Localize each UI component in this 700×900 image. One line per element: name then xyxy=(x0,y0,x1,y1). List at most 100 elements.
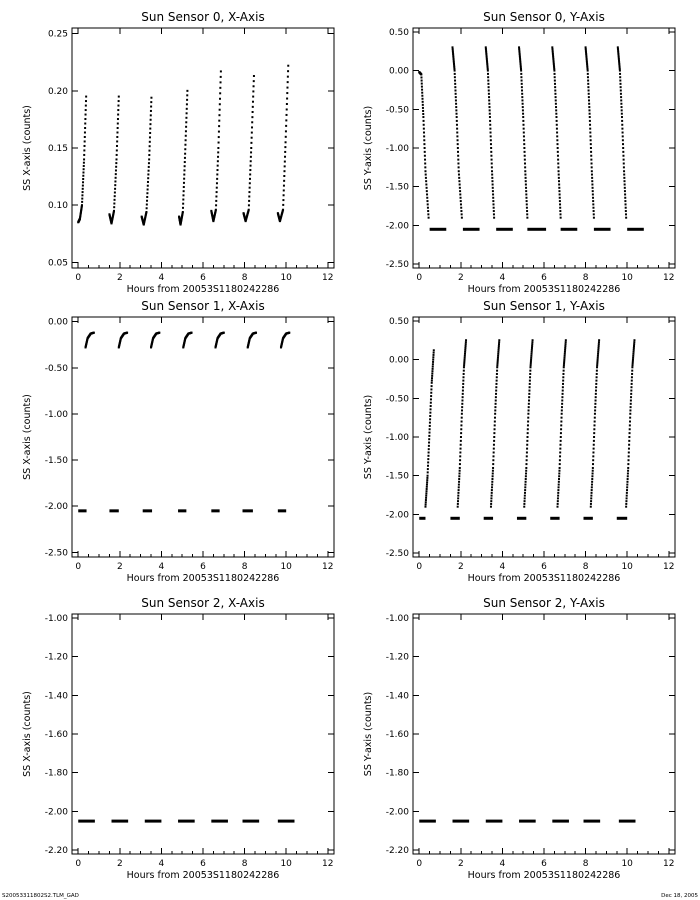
data-point xyxy=(633,343,636,346)
x-axis-title: Hours from 20053S1180242286 xyxy=(468,573,621,584)
data-point xyxy=(184,148,187,151)
y-tick-label: -1.00 xyxy=(45,410,69,420)
data-point xyxy=(426,203,429,206)
data-point xyxy=(422,109,425,112)
data-point xyxy=(216,164,219,167)
data-point xyxy=(590,486,593,489)
data-point xyxy=(555,116,558,119)
data-point xyxy=(519,64,522,67)
x-axis-title: Hours from 20053S1180242286 xyxy=(127,284,280,295)
data-point xyxy=(618,69,621,72)
data-point xyxy=(249,164,252,167)
data-point xyxy=(631,369,634,372)
floor-segment xyxy=(277,509,287,513)
data-point xyxy=(587,89,590,92)
data-point xyxy=(459,447,462,450)
data-point xyxy=(556,500,559,503)
data-point xyxy=(82,168,85,171)
data-point xyxy=(183,165,186,168)
data-point xyxy=(149,118,152,121)
data-point xyxy=(552,61,555,64)
data-point xyxy=(522,135,525,138)
data-point xyxy=(461,392,464,395)
data-point xyxy=(183,161,186,164)
data-point xyxy=(624,206,627,209)
data-point xyxy=(527,409,530,412)
data-point xyxy=(561,392,564,395)
chart-panel-2: Sun Sensor 1, X-Axis 0 2 4 6 8 10 12 -2.50 -2.00 -… xyxy=(22,299,335,584)
data-point xyxy=(422,119,425,122)
data-point xyxy=(589,139,592,142)
floor-segment xyxy=(519,819,536,823)
data-point xyxy=(524,183,527,186)
data-point xyxy=(490,489,493,492)
data-point xyxy=(632,350,635,353)
data-point xyxy=(463,362,466,365)
data-point xyxy=(286,92,289,95)
data-point xyxy=(528,386,531,389)
data-point xyxy=(523,497,526,500)
data-point xyxy=(249,160,252,163)
data-point xyxy=(458,180,461,183)
data-point xyxy=(632,354,635,357)
data-point xyxy=(555,119,558,122)
data-point xyxy=(82,161,85,164)
data-point xyxy=(524,176,527,179)
data-point xyxy=(591,472,594,475)
data-point xyxy=(553,67,556,70)
data-point xyxy=(461,409,464,412)
data-point xyxy=(497,350,500,353)
data-point xyxy=(597,352,600,355)
data-point xyxy=(147,165,150,168)
data-point xyxy=(519,62,522,65)
data-point xyxy=(215,199,218,202)
data-point xyxy=(531,341,534,344)
data-point xyxy=(485,57,488,60)
data-point xyxy=(493,439,496,442)
data-point xyxy=(622,147,625,149)
data-point xyxy=(625,216,628,219)
data-point xyxy=(216,177,219,180)
data-point xyxy=(426,476,429,479)
data-point xyxy=(491,469,494,472)
data-point xyxy=(551,49,554,52)
data-point xyxy=(248,199,251,202)
data-point xyxy=(126,331,129,334)
x-tick-label: 12 xyxy=(322,562,333,572)
floor-segment xyxy=(111,819,129,823)
data-point xyxy=(486,66,489,69)
data-point xyxy=(628,443,631,446)
data-point xyxy=(432,356,435,359)
x-tick-label: 10 xyxy=(280,859,292,869)
data-point xyxy=(623,180,626,183)
data-point xyxy=(630,376,633,379)
data-point xyxy=(217,136,220,139)
data-point xyxy=(589,505,592,508)
data-point xyxy=(562,364,565,367)
data-point xyxy=(624,213,627,216)
chart-title: Sun Sensor 2, Y-Axis xyxy=(483,596,605,610)
data-point xyxy=(523,158,526,161)
data-point xyxy=(523,502,526,505)
data-point xyxy=(251,116,254,119)
data-point xyxy=(182,186,185,189)
data-point xyxy=(459,196,462,199)
data-point xyxy=(596,358,599,361)
data-point xyxy=(594,406,597,409)
data-point xyxy=(454,86,457,89)
data-point xyxy=(521,109,524,112)
data-point xyxy=(529,369,532,372)
data-point xyxy=(185,103,188,106)
data-point xyxy=(490,158,493,161)
data-point xyxy=(456,502,459,505)
data-point xyxy=(592,463,595,466)
y-tick-label: 0.00 xyxy=(48,318,68,328)
data-point xyxy=(529,376,532,379)
data-point xyxy=(591,186,594,189)
data-point xyxy=(631,366,634,369)
data-point xyxy=(587,96,590,99)
data-point xyxy=(428,431,431,434)
data-point xyxy=(491,486,494,489)
data-point xyxy=(589,127,592,130)
y-tick-label: -1.20 xyxy=(386,653,410,663)
